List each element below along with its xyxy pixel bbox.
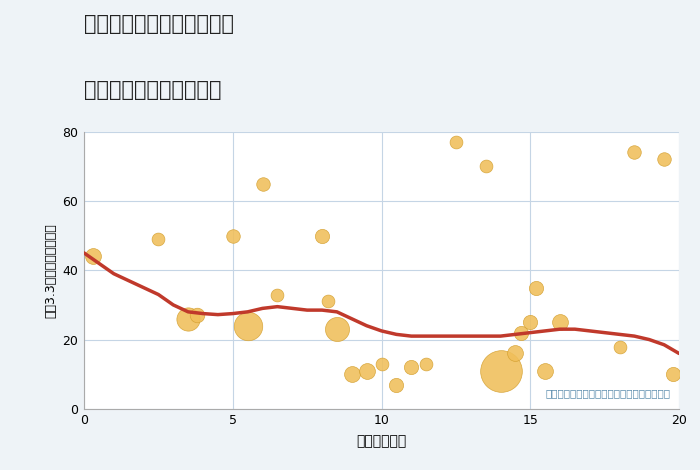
Point [495, 367, 506, 375]
Point [450, 138, 461, 146]
Point [525, 319, 536, 326]
Point [480, 163, 491, 170]
Point [183, 315, 194, 322]
Point [668, 370, 679, 378]
Point [614, 343, 625, 350]
Point [361, 367, 372, 375]
Text: 円の大きさは、取引のあった物件面積を示す: 円の大きさは、取引のあった物件面積を示す [545, 388, 670, 398]
Point [346, 370, 357, 378]
Point [88, 253, 99, 260]
Point [659, 156, 670, 163]
Point [406, 364, 417, 371]
Point [316, 232, 328, 239]
Point [510, 350, 521, 357]
Point [331, 325, 342, 333]
Point [629, 149, 640, 156]
Point [540, 367, 551, 375]
Point [391, 381, 402, 388]
Point [242, 322, 253, 329]
Text: 兵庫県豊岡市但東町相田の: 兵庫県豊岡市但東町相田の [84, 14, 234, 34]
Point [322, 298, 333, 305]
Point [153, 235, 164, 243]
Y-axis label: 坪（3.3㎡）単価（万円）: 坪（3.3㎡）単価（万円） [44, 223, 57, 318]
Point [192, 312, 203, 319]
Point [554, 319, 566, 326]
Point [421, 360, 432, 368]
Point [531, 284, 542, 291]
Point [227, 232, 238, 239]
Point [376, 360, 387, 368]
Point [516, 329, 527, 337]
Point [257, 180, 268, 188]
X-axis label: 駅距離（分）: 駅距離（分） [356, 434, 407, 448]
Text: 駅距離別中古戸建て価格: 駅距離別中古戸建て価格 [84, 80, 221, 100]
Point [272, 291, 283, 298]
